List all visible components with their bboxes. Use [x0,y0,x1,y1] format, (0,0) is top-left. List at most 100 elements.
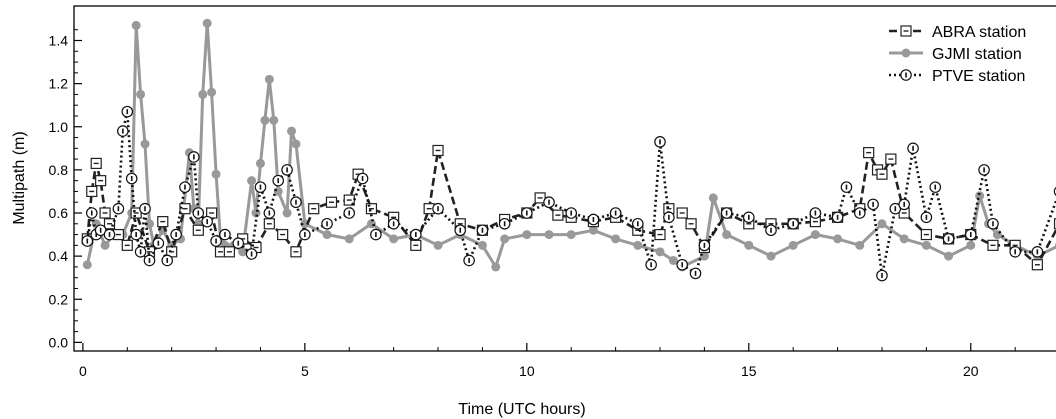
data-point [272,174,285,187]
x-tick-label: 10 [519,363,535,379]
legend-label: GJMI station [932,46,1022,63]
data-point [877,219,887,229]
data-point [157,216,169,228]
data-point [632,217,644,230]
data-point [654,136,666,148]
data-point [552,209,564,221]
data-point [90,157,102,170]
data-point [676,207,688,219]
x-tick-label: 0 [79,363,87,379]
data-point [290,246,302,258]
data-point [144,219,154,229]
data-point [202,18,212,28]
data-point [433,240,443,250]
data-point [282,208,292,218]
data-point [344,234,354,244]
data-point [788,240,798,250]
data-point [543,196,555,209]
data-point [498,217,511,230]
y-tick-label: 1.0 [49,119,69,135]
data-point [263,218,275,230]
data-point [987,239,999,251]
data-point [463,254,475,267]
data-point [121,239,133,251]
data-point [117,125,129,137]
data-point [136,89,146,99]
data-point [566,230,576,240]
data-point [121,105,134,118]
y-tick-label: 0.4 [49,248,69,264]
y-tick-label: 0.8 [49,162,69,178]
data-point [99,207,111,219]
data-point [179,203,191,215]
data-point [1053,218,1056,230]
data-point [810,230,820,240]
data-point [179,181,191,193]
data-point [787,217,799,230]
data-point [277,228,289,241]
data-point [356,172,369,185]
data-point [544,230,554,240]
data-point [232,237,245,249]
y-tick-label: 0.2 [49,291,69,307]
legend-entry: GJMI station [889,46,1022,63]
data-point [131,20,141,30]
legend-label: ABRA station [932,24,1026,41]
data-point [192,207,205,219]
data-point [920,211,933,224]
data-point [722,230,732,240]
data-point [325,196,338,208]
data-point [840,181,853,193]
legend-marker [900,25,912,37]
data-point [245,248,258,260]
data-point [432,144,444,157]
data-point [1031,246,1044,258]
series-1 [82,18,1056,272]
data-point [263,207,276,219]
data-point [255,158,265,168]
data-point [663,211,675,224]
data-point [290,196,302,209]
y-tick-label: 1.2 [49,76,69,92]
y-tick-label: 0.0 [49,334,69,350]
data-point [219,228,231,241]
data-point [876,269,888,282]
data-point [192,224,204,236]
data-point [476,224,489,237]
data-point [161,254,174,267]
legend-label: PTVE station [932,68,1025,85]
legend-entry: ABRA station [889,24,1026,41]
data-point [223,246,235,258]
data-point [966,240,976,250]
data-point [387,217,400,230]
data-point [708,193,718,203]
data-point [929,181,942,193]
data-point [853,207,866,219]
legend-entry: PTVE station [889,68,1025,85]
data-point [685,218,697,230]
data-point [95,175,107,187]
data-point [103,228,116,241]
data-point [809,207,822,219]
data-point [130,228,142,241]
data-point [534,192,546,204]
data-point [370,228,382,241]
data-point [676,258,689,271]
data-point [765,224,777,237]
data-point [264,74,274,84]
data-point [389,234,399,244]
data-point [103,218,116,230]
data-point [287,126,297,136]
data-point [152,237,165,249]
data-point [207,87,217,97]
data-point [668,255,678,265]
x-axis-title: Time (UTC hours) [458,401,585,418]
data-point [139,202,151,215]
data-point [112,202,125,215]
data-point [198,89,208,99]
data-point [238,247,248,257]
data-point [633,240,643,250]
data-point [210,235,222,247]
data-point [609,207,622,219]
